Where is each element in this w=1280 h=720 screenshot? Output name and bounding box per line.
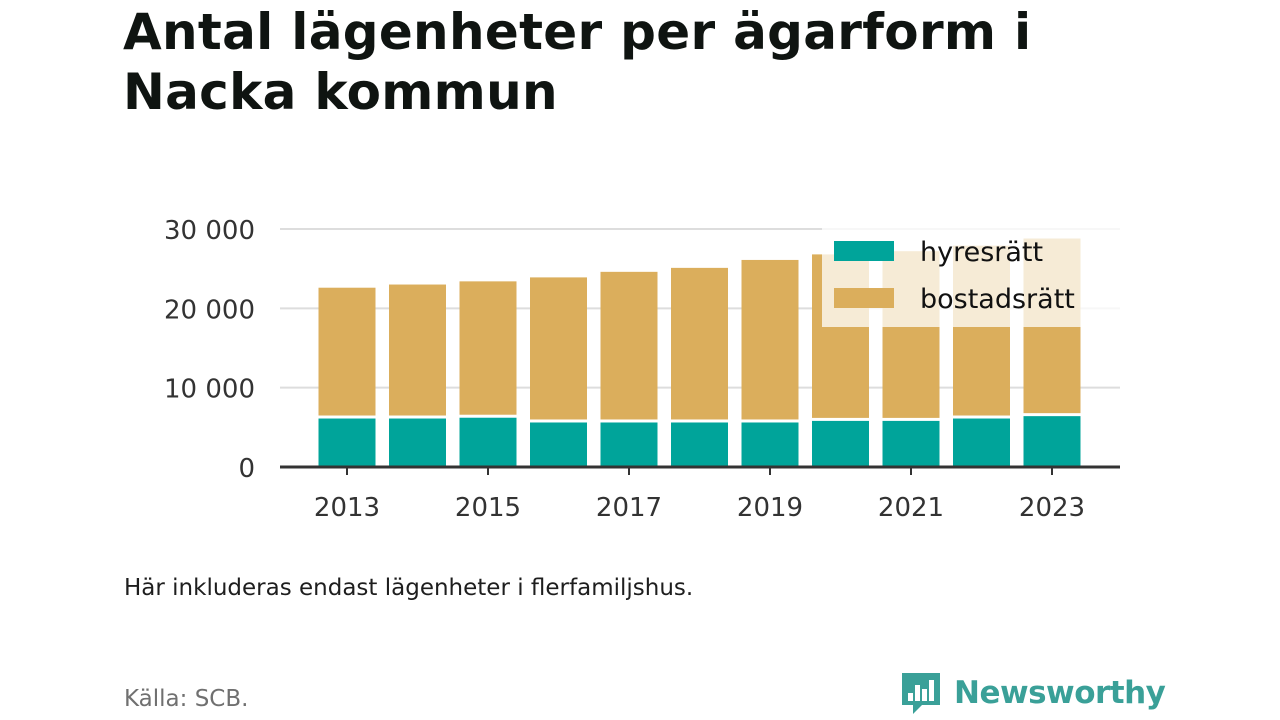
bar-hyresratt	[600, 420, 658, 467]
bar-hyresratt	[318, 417, 376, 467]
brand-name: Newsworthy	[954, 675, 1166, 711]
bar-hyresratt	[1023, 414, 1081, 467]
legend: hyresrätt bostadsrätt	[822, 228, 1122, 327]
x-tick-label: 2023	[1019, 493, 1085, 523]
legend-swatch	[834, 288, 894, 308]
bar-bostadsratt	[671, 267, 728, 421]
bar-hyresratt	[530, 420, 587, 467]
segment-separator	[600, 419, 658, 423]
x-tick-label: 2019	[737, 493, 803, 523]
bar-hyresratt	[459, 416, 517, 467]
segment-separator	[671, 419, 728, 423]
y-axis-tick-labels: 0 10 000 20 000 30 000	[164, 216, 255, 484]
chart-note: Här inkluderas endast lägenheter i flerf…	[124, 575, 694, 601]
segment-separator	[1023, 413, 1081, 417]
legend-label: hyresrätt	[920, 237, 1043, 268]
x-tick-label: 2017	[596, 493, 662, 523]
newsworthy-logo-icon	[902, 673, 940, 714]
x-tick-label: 2021	[878, 493, 944, 523]
page-title: Antal lägenheter per ägarform i Nacka ko…	[123, 3, 1032, 121]
source-label: Källa: SCB.	[124, 686, 249, 712]
segment-separator	[459, 414, 517, 418]
segment-separator	[953, 415, 1010, 419]
bar-bostadsratt	[600, 271, 658, 421]
bar-bostadsratt	[530, 277, 587, 421]
brand-logo: Newsworthy	[900, 671, 1166, 715]
x-tick-label: 2013	[314, 493, 380, 523]
y-tick-label: 10 000	[164, 375, 255, 405]
legend-label: bostadsrätt	[920, 284, 1075, 315]
bar-hyresratt	[671, 420, 728, 467]
y-tick-label: 0	[238, 454, 255, 484]
legend-swatch	[834, 241, 894, 261]
bar-hyresratt	[389, 417, 446, 467]
segment-separator	[318, 415, 376, 419]
bar-bostadsratt	[459, 281, 517, 417]
segment-separator	[741, 419, 799, 423]
y-tick-label: 20 000	[164, 295, 255, 325]
bar-hyresratt	[812, 419, 869, 467]
x-axis-ticks: 2013 2015 2017 2019 2021 2023	[314, 467, 1085, 523]
bar-hyresratt	[953, 417, 1010, 467]
bar-hyresratt	[882, 419, 940, 467]
x-tick-label: 2015	[455, 493, 521, 523]
bar-hyresratt	[741, 420, 799, 467]
y-tick-label: 30 000	[164, 216, 255, 246]
segment-separator	[812, 417, 869, 421]
bar-bostadsratt	[389, 284, 446, 418]
segment-separator	[530, 419, 587, 423]
segment-separator	[389, 415, 446, 419]
bar-bostadsratt	[741, 259, 799, 421]
segment-separator	[882, 417, 940, 421]
bar-bostadsratt	[318, 287, 376, 418]
